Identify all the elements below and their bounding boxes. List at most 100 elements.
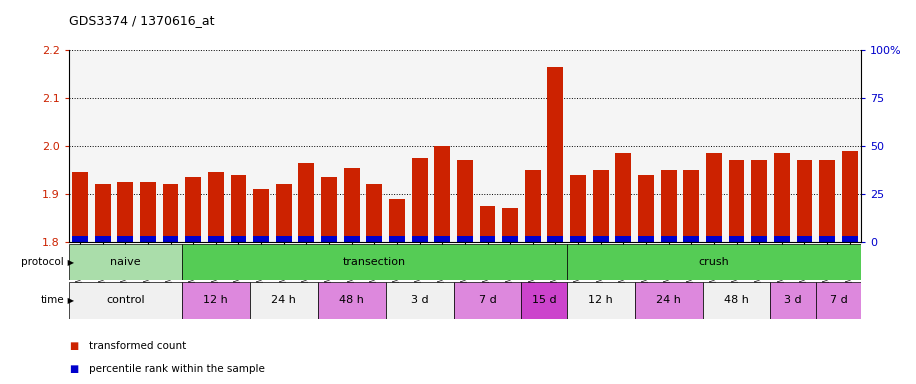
Bar <box>842 236 857 242</box>
Bar <box>72 172 88 242</box>
Text: ■: ■ <box>69 364 78 374</box>
Bar <box>231 175 246 242</box>
Bar <box>728 160 745 242</box>
Bar <box>457 160 473 242</box>
Bar <box>72 236 88 242</box>
Bar <box>411 236 428 242</box>
Text: ■: ■ <box>69 341 78 351</box>
Bar <box>94 236 111 242</box>
Text: 3 d: 3 d <box>784 295 802 306</box>
Text: percentile rank within the sample: percentile rank within the sample <box>89 364 265 374</box>
Bar <box>299 236 314 242</box>
Bar <box>318 282 386 319</box>
Bar <box>140 236 156 242</box>
Bar <box>593 236 608 242</box>
Bar <box>683 170 699 242</box>
Bar <box>548 67 563 242</box>
Bar <box>322 236 337 242</box>
Text: 15 d: 15 d <box>532 295 556 306</box>
Bar <box>593 170 608 242</box>
Bar <box>208 236 224 242</box>
Bar <box>69 244 182 280</box>
Bar <box>480 236 496 242</box>
Text: transection: transection <box>343 257 406 267</box>
Bar <box>774 153 790 242</box>
Bar <box>322 177 337 242</box>
Text: 3 d: 3 d <box>410 295 429 306</box>
Bar <box>276 184 291 242</box>
Bar <box>819 236 835 242</box>
Bar <box>182 282 250 319</box>
Bar <box>185 177 202 242</box>
Text: 7 d: 7 d <box>830 295 847 306</box>
Bar <box>389 199 405 242</box>
Bar <box>253 236 269 242</box>
Bar <box>728 236 745 242</box>
Bar <box>683 236 699 242</box>
Bar <box>182 244 567 280</box>
Bar <box>616 236 631 242</box>
Bar <box>548 236 563 242</box>
Bar <box>457 236 473 242</box>
Bar <box>751 236 767 242</box>
Bar <box>163 184 179 242</box>
Bar <box>480 206 496 242</box>
Text: crush: crush <box>699 257 729 267</box>
Text: protocol: protocol <box>21 257 64 267</box>
Bar <box>344 167 360 242</box>
Bar <box>163 236 179 242</box>
Text: GDS3374 / 1370616_at: GDS3374 / 1370616_at <box>69 14 214 27</box>
Bar <box>502 208 518 242</box>
Bar <box>797 160 812 242</box>
Bar <box>525 170 540 242</box>
Bar <box>660 170 677 242</box>
Bar <box>751 160 767 242</box>
Text: 48 h: 48 h <box>339 295 365 306</box>
Bar <box>434 236 450 242</box>
Bar <box>366 236 382 242</box>
Text: ▶: ▶ <box>65 296 74 305</box>
Text: 24 h: 24 h <box>656 295 682 306</box>
Bar <box>231 236 246 242</box>
Bar <box>797 236 812 242</box>
Text: naive: naive <box>110 257 141 267</box>
Text: ▶: ▶ <box>65 258 74 266</box>
Bar <box>638 236 654 242</box>
Bar <box>94 184 111 242</box>
Bar <box>434 146 450 242</box>
Bar <box>567 282 635 319</box>
Bar <box>69 282 182 319</box>
Bar <box>616 153 631 242</box>
Bar <box>525 236 540 242</box>
Text: 12 h: 12 h <box>203 295 228 306</box>
Bar <box>250 282 318 319</box>
Bar <box>774 236 790 242</box>
Bar <box>276 236 291 242</box>
Bar <box>570 175 586 242</box>
Bar <box>411 158 428 242</box>
Bar <box>185 236 202 242</box>
Bar <box>816 282 861 319</box>
Text: 7 d: 7 d <box>479 295 496 306</box>
Bar <box>567 244 861 280</box>
Text: control: control <box>106 295 145 306</box>
Bar <box>253 189 269 242</box>
Bar <box>117 236 133 242</box>
Bar <box>770 282 816 319</box>
Bar <box>453 282 521 319</box>
Bar <box>299 163 314 242</box>
Bar <box>140 182 156 242</box>
Text: transformed count: transformed count <box>89 341 186 351</box>
Bar <box>635 282 703 319</box>
Bar <box>366 184 382 242</box>
Text: time: time <box>40 295 64 306</box>
Bar <box>638 175 654 242</box>
Bar <box>570 236 586 242</box>
Bar <box>703 282 770 319</box>
Bar <box>842 151 857 242</box>
Bar <box>819 160 835 242</box>
Bar <box>208 172 224 242</box>
Text: 24 h: 24 h <box>271 295 296 306</box>
Bar <box>521 282 567 319</box>
Bar <box>706 236 722 242</box>
